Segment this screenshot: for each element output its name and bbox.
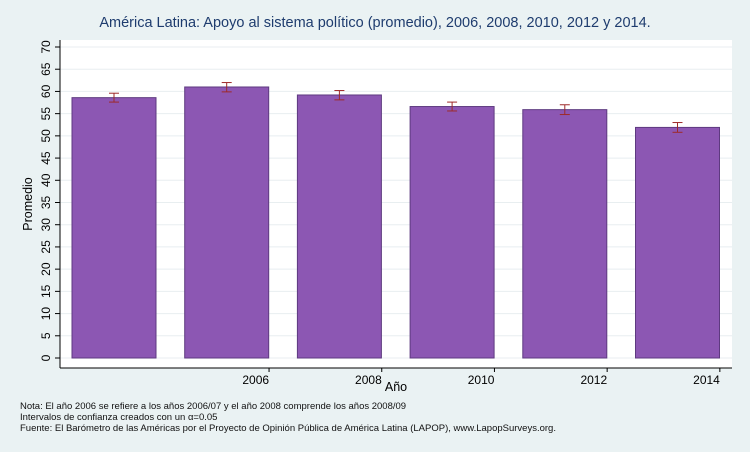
plot-area	[60, 40, 732, 368]
y-tick-label: 55	[39, 107, 53, 121]
x-ticks: 2006 2008 2010 2012 2014	[242, 368, 721, 387]
x-tick-label: 2012	[580, 373, 607, 387]
y-tick-label: 60	[39, 84, 53, 98]
y-tick-label: 5	[39, 332, 53, 339]
bar-unlabeled	[71, 97, 157, 359]
y-tick-label: 20	[39, 262, 53, 276]
y-ticks: 0 5 10 15 20 25 30 35 40 45 50 55 60 65 70	[39, 40, 60, 361]
y-axis-label: Promedio	[21, 177, 35, 231]
y-tick-label: 65	[39, 62, 53, 76]
x-tick-label: 2008	[355, 373, 382, 387]
note-line-3: Fuente: El Barómetro de las Américas por…	[20, 423, 556, 434]
y-tick-label: 0	[39, 354, 53, 361]
bar-2014	[635, 126, 720, 359]
chart-title: América Latina: Apoyo al sistema polític…	[99, 15, 651, 31]
bar-2008	[296, 94, 382, 359]
note-line-2: Intervalos de confianza creados con un α…	[20, 412, 218, 423]
x-tick-label: 2014	[693, 373, 720, 387]
x-axis-label: Año	[385, 380, 407, 394]
x-tick-label: 2010	[468, 373, 495, 387]
x-tick-label: 2006	[242, 373, 269, 387]
y-tick-label: 50	[39, 129, 53, 143]
y-tick-label: 40	[39, 173, 53, 187]
y-tick-label: 25	[39, 240, 53, 254]
bar-2006	[184, 86, 270, 359]
y-tick-label: 35	[39, 196, 53, 210]
y-tick-label: 10	[39, 307, 53, 321]
gridlines	[60, 46, 732, 359]
note-line-1: Nota: El año 2006 se refiere a los años …	[20, 401, 407, 412]
y-tick-label: 70	[39, 40, 53, 54]
error-bars	[109, 82, 683, 133]
bars	[71, 86, 720, 359]
y-tick-label: 45	[39, 151, 53, 165]
y-tick-label: 30	[39, 218, 53, 232]
bar-2012	[522, 109, 608, 359]
bar-2010	[409, 106, 495, 359]
y-tick-label: 15	[39, 284, 53, 298]
